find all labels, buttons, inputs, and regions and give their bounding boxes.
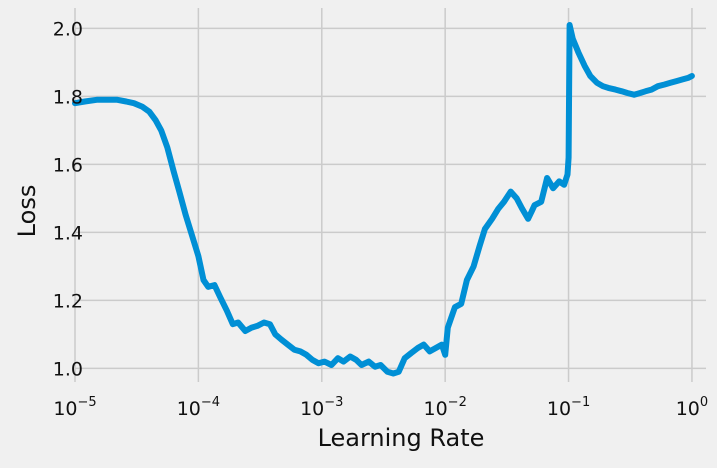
tick-labels: 10−5 10−4 10−3 10−2 10−1 100 1.0 1.2 1.4 1.6 1.8 2.…: [53, 18, 708, 420]
x-axis-label: Learning Rate: [318, 424, 485, 452]
x-tick-label: 10−5: [53, 395, 96, 420]
y-tick-label: 1.4: [53, 222, 83, 244]
x-tick-label: 10−4: [177, 395, 220, 420]
y-tick-label: 1.2: [53, 290, 83, 312]
y-tick-label: 1.0: [53, 358, 83, 380]
y-tick-label: 2.0: [53, 18, 83, 40]
y-axis-label: Loss: [13, 185, 41, 238]
y-tick-label: 1.6: [53, 154, 83, 176]
x-tick-label: 10−2: [423, 395, 466, 420]
x-tick-label: 10−1: [547, 395, 590, 420]
loss-series-line: [72, 22, 695, 377]
x-tick-label: 100: [676, 395, 708, 420]
y-tick-label: 1.8: [53, 86, 83, 108]
x-tick-label: 10−3: [300, 395, 343, 420]
series-layer: [72, 22, 695, 377]
grid: [74, 8, 706, 382]
